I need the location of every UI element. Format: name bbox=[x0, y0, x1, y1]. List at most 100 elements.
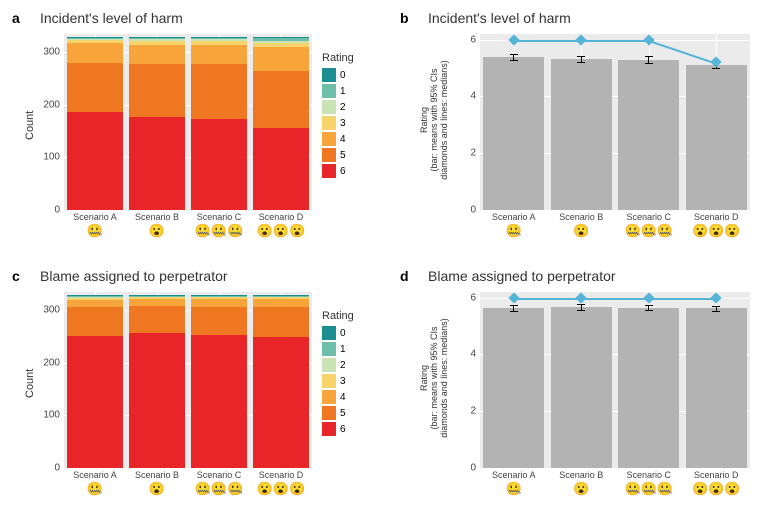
bar-seg-0 bbox=[129, 295, 185, 296]
scenario-emoji: 😮 bbox=[149, 468, 165, 495]
median-line bbox=[514, 298, 582, 300]
legend-swatch bbox=[322, 84, 336, 98]
bar-seg-4 bbox=[129, 299, 185, 305]
legend-label: 2 bbox=[340, 102, 346, 113]
ci-cap bbox=[510, 311, 518, 312]
scenario-emoji: 😮 bbox=[573, 468, 589, 495]
legend-title: Rating bbox=[322, 52, 354, 64]
median-diamond bbox=[508, 34, 519, 45]
ci-cap bbox=[510, 54, 518, 55]
ci-cap bbox=[577, 56, 585, 57]
scenario-emoji: 🤐🤐🤐 bbox=[624, 210, 673, 237]
legend-swatch bbox=[322, 342, 336, 356]
scenario-emoji: 🤐 bbox=[87, 468, 103, 495]
y-axis-label: Rating(bar: means with 95% CIsdiamonds a… bbox=[420, 288, 450, 468]
legend-swatch bbox=[322, 164, 336, 178]
bar-seg-3 bbox=[191, 41, 247, 45]
bar-seg-0 bbox=[191, 37, 247, 38]
legend-swatch bbox=[322, 374, 336, 388]
legend-row: 0 bbox=[322, 325, 354, 341]
legend-label: 4 bbox=[340, 392, 346, 403]
bar-seg-4 bbox=[253, 299, 309, 307]
scenario-emoji: 🤐🤐🤐 bbox=[195, 210, 244, 237]
bar-seg-3 bbox=[129, 41, 185, 45]
bar-seg-0 bbox=[253, 37, 309, 38]
bar-seg-3 bbox=[129, 297, 185, 299]
y-tick: 300 bbox=[34, 47, 64, 58]
legend-swatch bbox=[322, 406, 336, 420]
legend-label: 6 bbox=[340, 166, 346, 177]
panel-label: d bbox=[400, 268, 409, 284]
median-diamond bbox=[576, 34, 587, 45]
scenario-emoji: 😮 bbox=[573, 210, 589, 237]
panel-label: a bbox=[12, 10, 20, 26]
bar-seg-5 bbox=[67, 307, 123, 336]
bar-seg-2 bbox=[253, 41, 309, 43]
median-line bbox=[581, 298, 649, 300]
bar-seg-5 bbox=[253, 307, 309, 336]
y-tick: 0 bbox=[450, 205, 480, 216]
y-axis-label: Count bbox=[24, 110, 36, 139]
y-tick: 200 bbox=[34, 357, 64, 368]
scenario-emoji: 😮😮😮 bbox=[257, 468, 306, 495]
y-tick: 2 bbox=[450, 406, 480, 417]
median-line bbox=[649, 298, 717, 300]
bar-seg-1 bbox=[191, 296, 247, 297]
y-axis-label: Count bbox=[24, 368, 36, 397]
mean-bar bbox=[551, 59, 612, 210]
scenario-emoji: 🤐🤐🤐 bbox=[624, 468, 673, 495]
legend-title: Rating bbox=[322, 310, 354, 322]
median-diamond bbox=[576, 292, 587, 303]
panel-title: Incident's level of harm bbox=[40, 10, 183, 26]
bar-seg-0 bbox=[191, 295, 247, 296]
ci-cap bbox=[645, 56, 653, 57]
bar-seg-0 bbox=[129, 37, 185, 38]
bar-seg-0 bbox=[253, 295, 309, 296]
legend-label: 2 bbox=[340, 360, 346, 371]
bar-seg-6 bbox=[191, 119, 247, 210]
median-diamond bbox=[711, 292, 722, 303]
ci-cap bbox=[510, 305, 518, 306]
rating-legend: Rating0123456 bbox=[322, 310, 354, 437]
bar-seg-2 bbox=[253, 296, 309, 297]
bar-seg-6 bbox=[191, 335, 247, 468]
median-diamond bbox=[508, 292, 519, 303]
bar-seg-0 bbox=[67, 295, 123, 296]
bar-seg-3 bbox=[253, 43, 309, 47]
bar-seg-2 bbox=[67, 297, 123, 298]
bar-seg-6 bbox=[253, 337, 309, 468]
scenario-emoji: 😮😮😮 bbox=[692, 468, 741, 495]
legend-swatch bbox=[322, 100, 336, 114]
legend-row: 6 bbox=[322, 421, 354, 437]
legend-label: 1 bbox=[340, 86, 346, 97]
ci-cap bbox=[712, 68, 720, 69]
y-tick: 0 bbox=[34, 205, 64, 216]
legend-label: 0 bbox=[340, 70, 346, 81]
legend-row: 5 bbox=[322, 405, 354, 421]
legend-row: 4 bbox=[322, 389, 354, 405]
bar-seg-4 bbox=[191, 45, 247, 64]
mean-bar bbox=[483, 308, 544, 468]
legend-label: 5 bbox=[340, 150, 346, 161]
bar-seg-1 bbox=[253, 38, 309, 42]
bar-seg-6 bbox=[67, 112, 123, 210]
bar-seg-3 bbox=[191, 297, 247, 299]
mean-bar bbox=[686, 65, 747, 210]
mean-bar bbox=[686, 308, 747, 468]
median-line bbox=[581, 40, 649, 42]
y-tick: 0 bbox=[34, 463, 64, 474]
legend-row: 6 bbox=[322, 163, 354, 179]
scenario-emoji: 😮😮😮 bbox=[692, 210, 741, 237]
bar-seg-2 bbox=[67, 39, 123, 41]
ci-cap bbox=[577, 304, 585, 305]
scenario-emoji: 🤐 bbox=[506, 468, 522, 495]
panel-b: bIncident's level of harmRating(bar: mea… bbox=[400, 6, 762, 256]
legend-swatch bbox=[322, 148, 336, 162]
bar-seg-6 bbox=[129, 117, 185, 210]
scenario-emoji: 😮😮😮 bbox=[257, 210, 306, 237]
mean-bar bbox=[551, 307, 612, 468]
legend-swatch bbox=[322, 326, 336, 340]
panel-a: aIncident's level of harmCount0100200300… bbox=[12, 6, 384, 256]
legend-label: 4 bbox=[340, 134, 346, 145]
panel-label: c bbox=[12, 268, 20, 284]
